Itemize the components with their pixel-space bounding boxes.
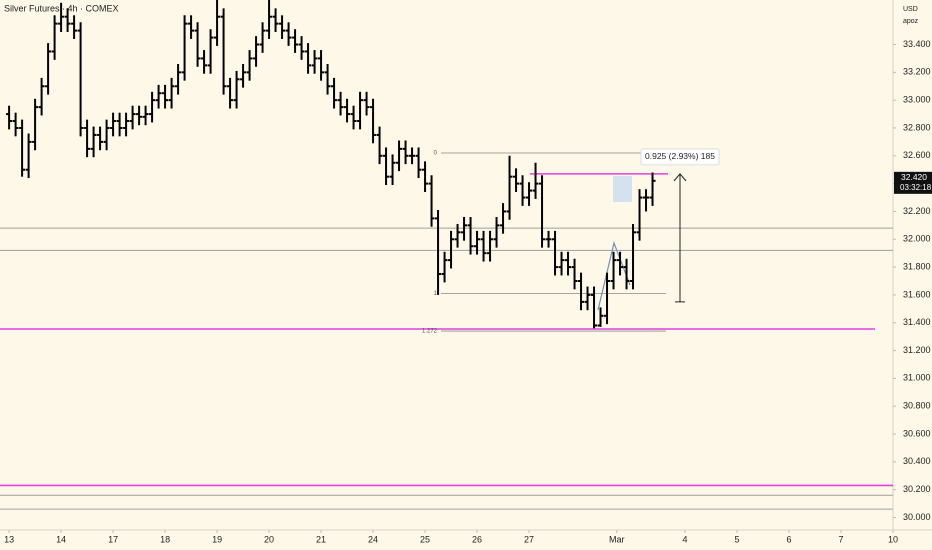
last-price-label: 32.420 — [901, 172, 927, 182]
y-tick-label: 31.200 — [903, 345, 931, 355]
y-tick-label: 32.000 — [903, 234, 931, 244]
highlight-box — [613, 176, 632, 202]
y-tick-label: 31.800 — [903, 261, 931, 271]
x-tick-label: 13 — [4, 534, 14, 544]
y-tick-label: 32.800 — [903, 122, 931, 132]
countdown: 03:32:18 — [900, 183, 932, 192]
y-tick-label: 30.000 — [903, 512, 931, 522]
axis-note: apoz — [903, 18, 919, 25]
y-tick-label: 31.400 — [903, 317, 931, 327]
x-tick-label: 27 — [524, 534, 534, 544]
pattern-drawing — [597, 240, 631, 311]
x-tick-label: 14 — [56, 534, 66, 544]
last-price-tag — [894, 171, 932, 194]
y-tick-label: 30.800 — [903, 401, 931, 411]
y-tick-label: 30.600 — [903, 428, 931, 438]
x-tick-label: Mar — [609, 534, 625, 544]
x-tick-label: 4 — [683, 534, 688, 544]
x-tick-label: 20 — [264, 534, 274, 544]
currency: USD — [903, 6, 918, 13]
x-tick-label: 6 — [787, 534, 792, 544]
y-tick-label: 31.000 — [903, 373, 931, 383]
x-tick-label: 5 — [735, 534, 740, 544]
y-tick-label: 30.400 — [903, 456, 931, 466]
x-tick-label: 10 — [888, 534, 898, 544]
y-tick-label: 31.600 — [903, 289, 931, 299]
x-tick-label: 7 — [838, 534, 843, 544]
measure-label-box — [640, 148, 720, 166]
y-tick-label: 33.200 — [903, 67, 931, 77]
x-tick-label: 17 — [108, 534, 118, 544]
x-tick-label: 19 — [212, 534, 222, 544]
fib-label: 1.272 — [422, 329, 438, 335]
fib-label: 0 — [434, 151, 438, 157]
x-tick-label: 18 — [160, 534, 170, 544]
y-tick-label: 33.000 — [903, 95, 931, 105]
y-tick-label: 32.200 — [903, 206, 931, 216]
x-tick-label: 25 — [420, 534, 430, 544]
y-tick-label: 33.400 — [903, 39, 931, 49]
fib-label: 1 — [434, 291, 438, 297]
measure-label: 0.925 (2.93%) 185 — [645, 151, 715, 161]
y-tick-label: 32.600 — [903, 150, 931, 160]
measure-head — [673, 173, 687, 182]
x-tick-label: 26 — [472, 534, 482, 544]
y-tick-label: 30.200 — [903, 484, 931, 494]
x-tick-label: 24 — [368, 534, 378, 544]
x-tick-label: 21 — [316, 534, 326, 544]
